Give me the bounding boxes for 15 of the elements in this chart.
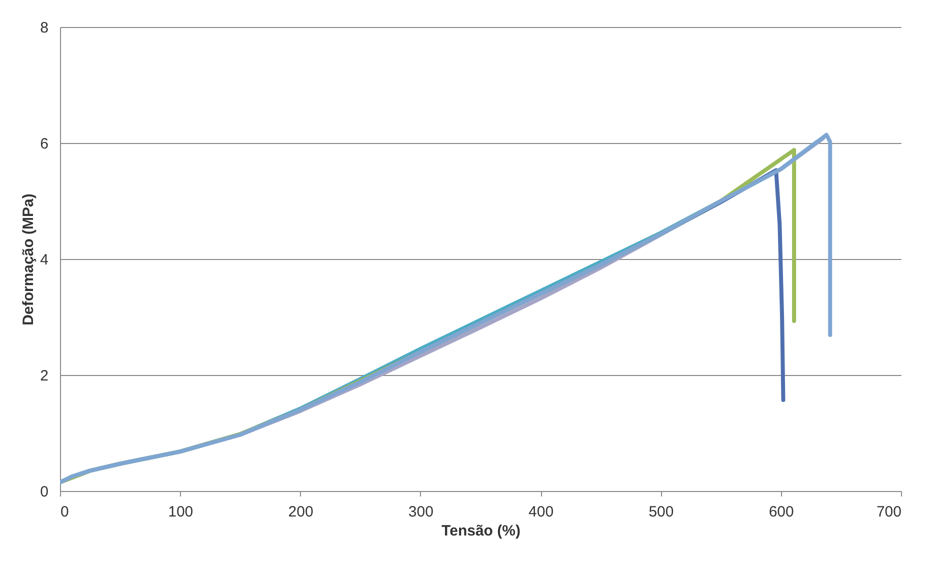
y-axis-title: Deformação (MPa) [20,194,38,326]
x-tick-label: 600 [768,504,794,520]
y-tick-label: 4 [40,252,48,268]
x-tick-label: 400 [528,504,554,520]
x-axis-title: Tensão (%) [442,522,520,540]
y-tick-label: 6 [40,136,48,152]
x-tick-label: 200 [288,504,314,520]
x-tick-label: 700 [876,504,902,520]
y-tick-label: 2 [40,368,48,384]
x-tick-label: 100 [168,504,194,520]
x-tick-label: 300 [408,504,434,520]
y-tick-label: 8 [40,20,48,36]
x-tick-label: 500 [648,504,674,520]
x-tick-label: 0 [60,504,69,520]
y-tick-label: 0 [40,484,48,500]
